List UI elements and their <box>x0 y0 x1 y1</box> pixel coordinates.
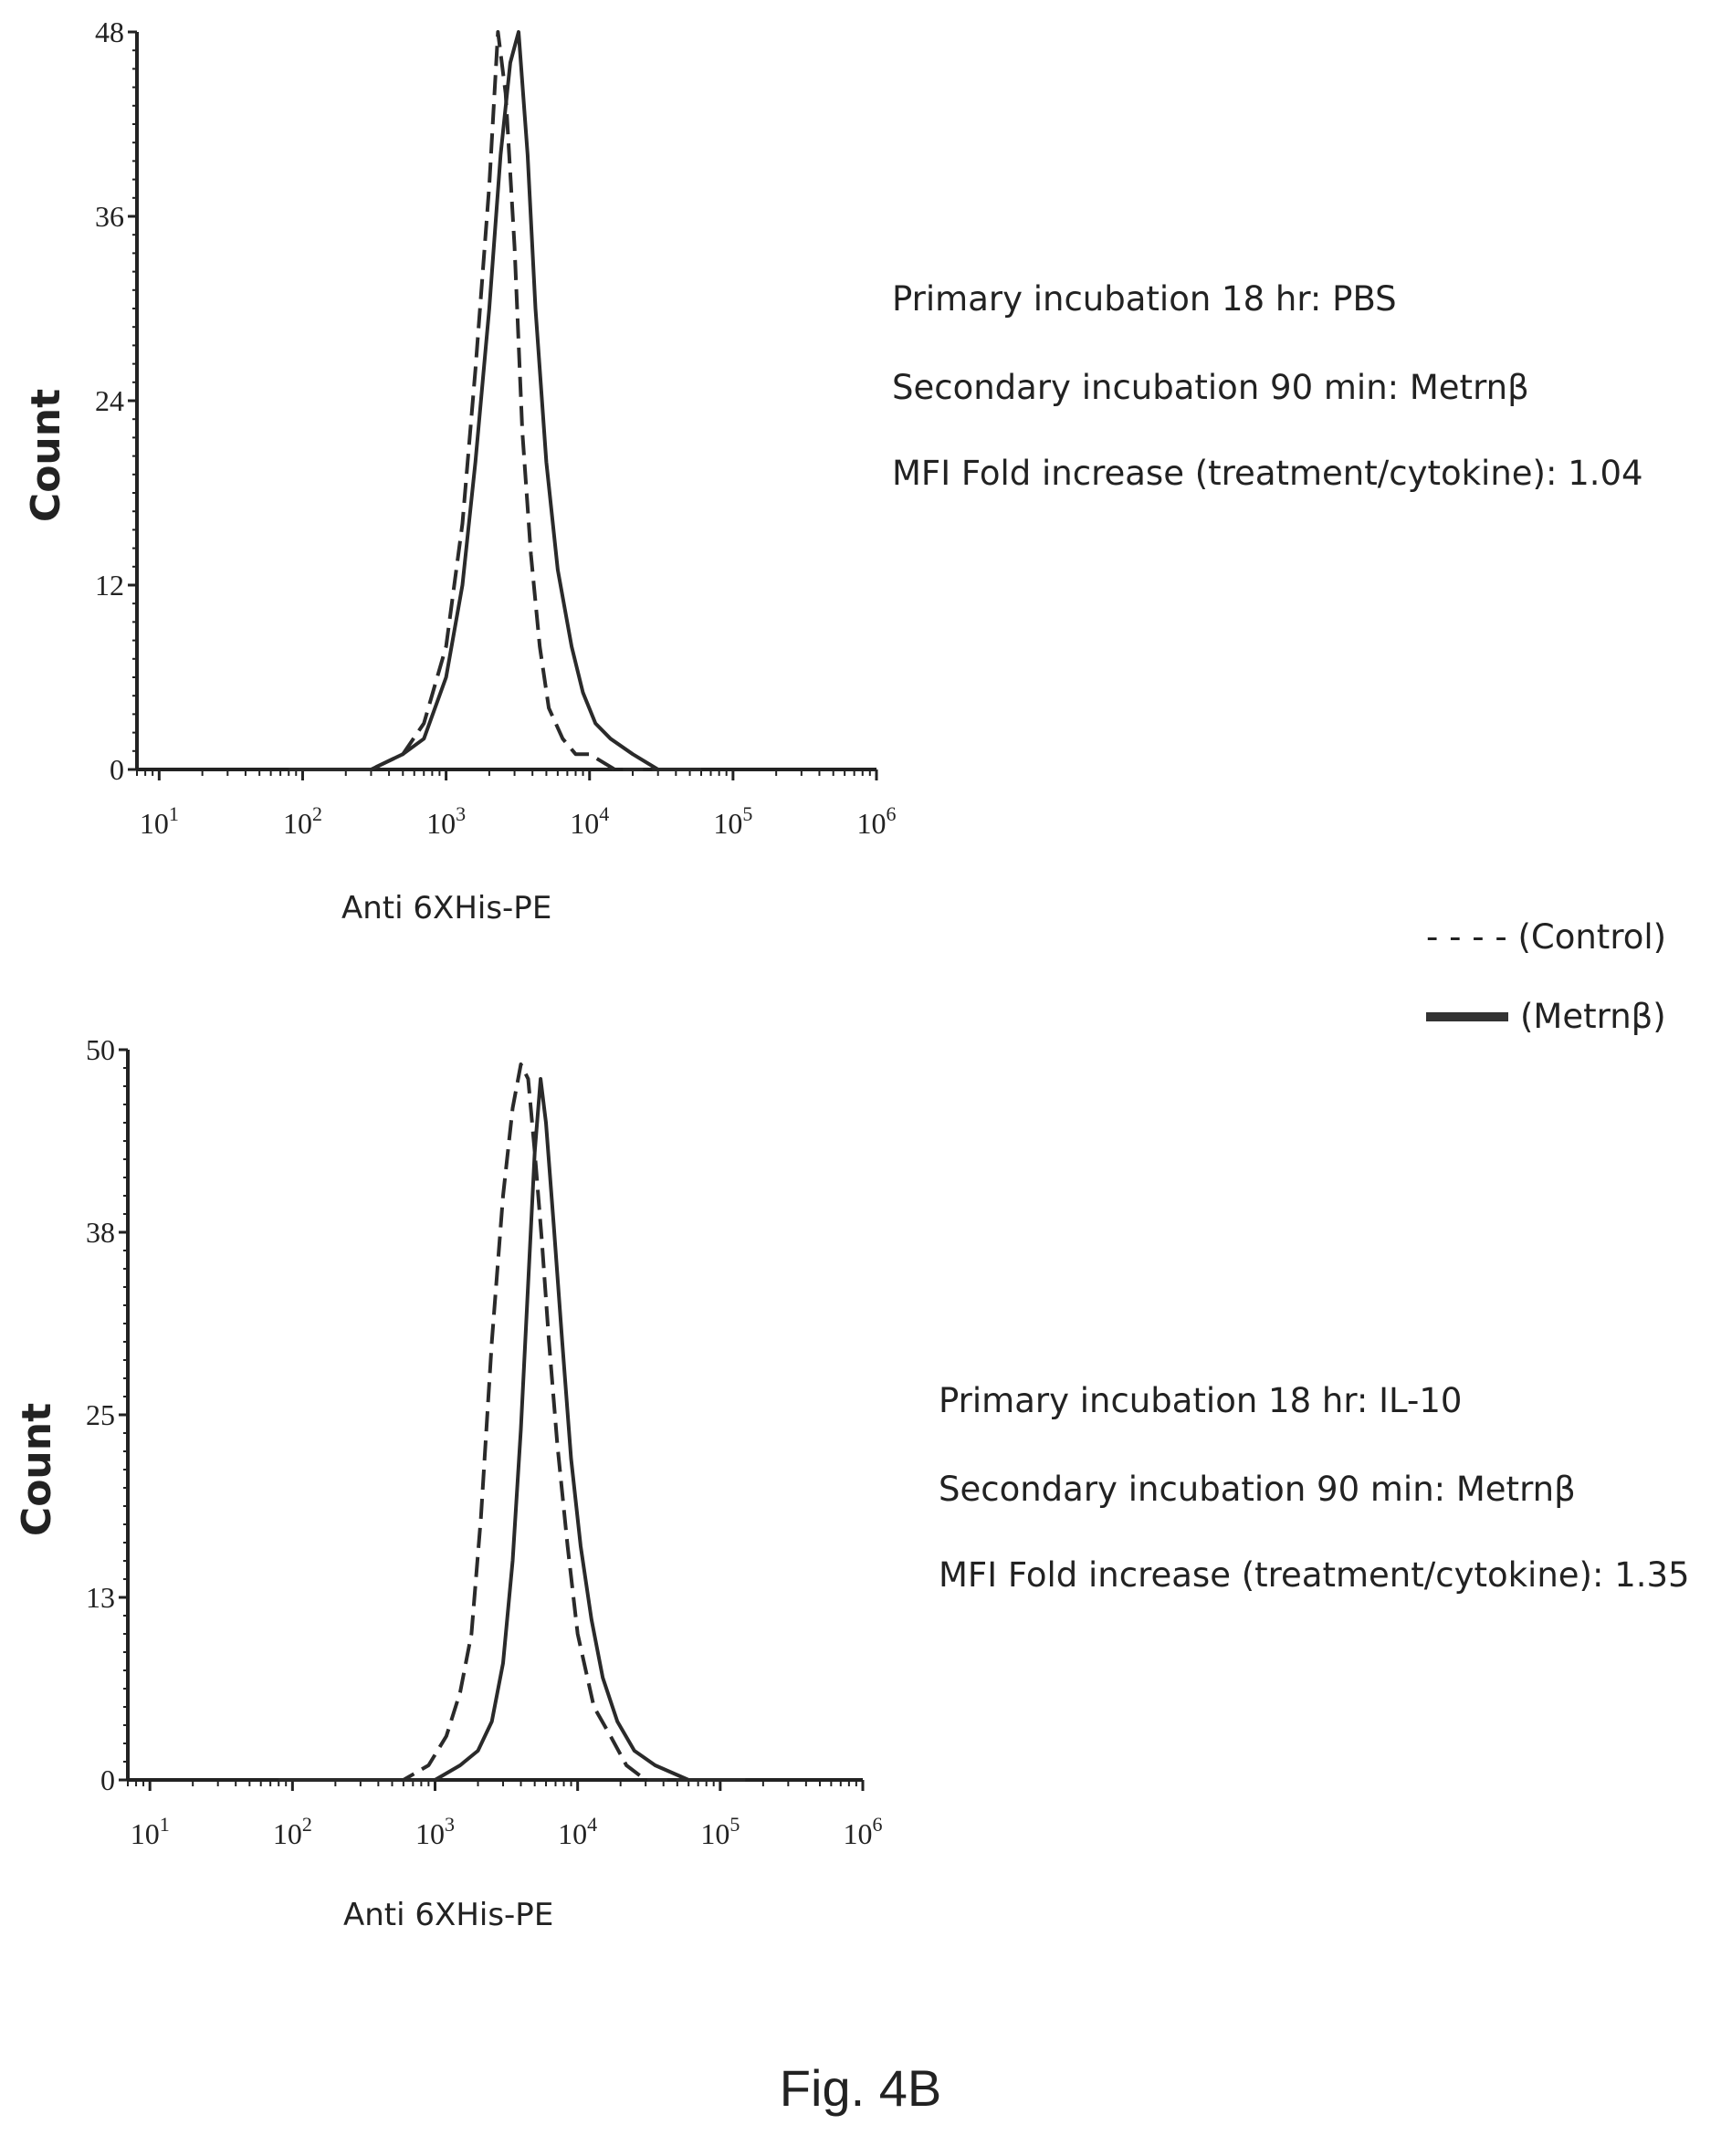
x-axis-label: Anti 6XHis-PE <box>341 890 552 926</box>
x-tick-label: 101 <box>140 802 179 840</box>
x-tick-label: 103 <box>415 1813 455 1850</box>
y-tick-label: 24 <box>95 384 124 417</box>
figure-caption: Fig. 4B <box>779 2059 942 2117</box>
y-tick-label: 50 <box>86 1033 115 1066</box>
x-axis-label: Anti 6XHis-PE <box>343 1897 554 1933</box>
y-axis-label: Count <box>14 1403 60 1536</box>
y-axis-label: Count <box>23 389 69 522</box>
series-line-treatment <box>278 1077 746 1782</box>
x-tick-label: 103 <box>426 802 466 840</box>
y-tick-label: 0 <box>110 753 124 786</box>
x-tick-label: 105 <box>713 802 752 840</box>
annotation-primary-incubation: Primary incubation 18 hr: IL-10 <box>939 1381 1463 1420</box>
legend-control-label: - - - - (Control) <box>1426 917 1667 957</box>
annotation-secondary-incubation: Secondary incubation 90 min: Metrnβ <box>939 1470 1576 1509</box>
histogram-panel-il10: 0 13 25 38 50 101 102 103 104 105 106 Count Anti 6X… <box>0 1004 1721 2008</box>
x-tick-label: 104 <box>558 1813 597 1850</box>
annotation-primary-incubation: Primary incubation 18 hr: PBS <box>892 279 1397 319</box>
y-tick-label: 0 <box>100 1764 115 1796</box>
histogram-plot: 0 13 25 38 50 101 102 103 104 105 106 Count <box>14 1033 883 1850</box>
annotation-mfi-fold: MFI Fold increase (treatment/cytokine): … <box>892 454 1643 493</box>
y-tick-label: 25 <box>86 1398 115 1431</box>
x-tick-label: 102 <box>273 1813 312 1850</box>
histogram-panel-pbs: 0 12 24 36 48 101 102 103 104 105 106 Count Anti 6X… <box>0 0 1721 1004</box>
y-tick-label: 36 <box>95 200 124 233</box>
x-tick-label: 106 <box>857 802 897 840</box>
series-line-treatment <box>289 30 701 771</box>
y-tick-label: 38 <box>86 1216 115 1249</box>
annotation-mfi-fold: MFI Fold increase (treatment/cytokine): … <box>939 1555 1690 1595</box>
annotation-secondary-incubation: Secondary incubation 90 min: Metrnβ <box>892 368 1529 407</box>
legend-treatment-label: (Metrnβ) <box>1520 997 1666 1036</box>
y-tick-label: 48 <box>95 16 124 48</box>
series-line-control <box>278 1062 707 1782</box>
x-tick-label: 104 <box>570 802 609 840</box>
x-tick-label: 101 <box>131 1813 170 1850</box>
x-tick-label: 105 <box>700 1813 740 1850</box>
x-tick-label: 106 <box>844 1813 883 1850</box>
series-line-control <box>289 30 701 771</box>
histogram-plot: 0 12 24 36 48 101 102 103 104 105 106 Count <box>23 16 897 840</box>
y-tick-label: 13 <box>86 1581 115 1614</box>
y-tick-label: 12 <box>95 569 124 602</box>
legend-treatment-swatch <box>1426 1012 1508 1021</box>
x-tick-label: 102 <box>283 802 322 840</box>
